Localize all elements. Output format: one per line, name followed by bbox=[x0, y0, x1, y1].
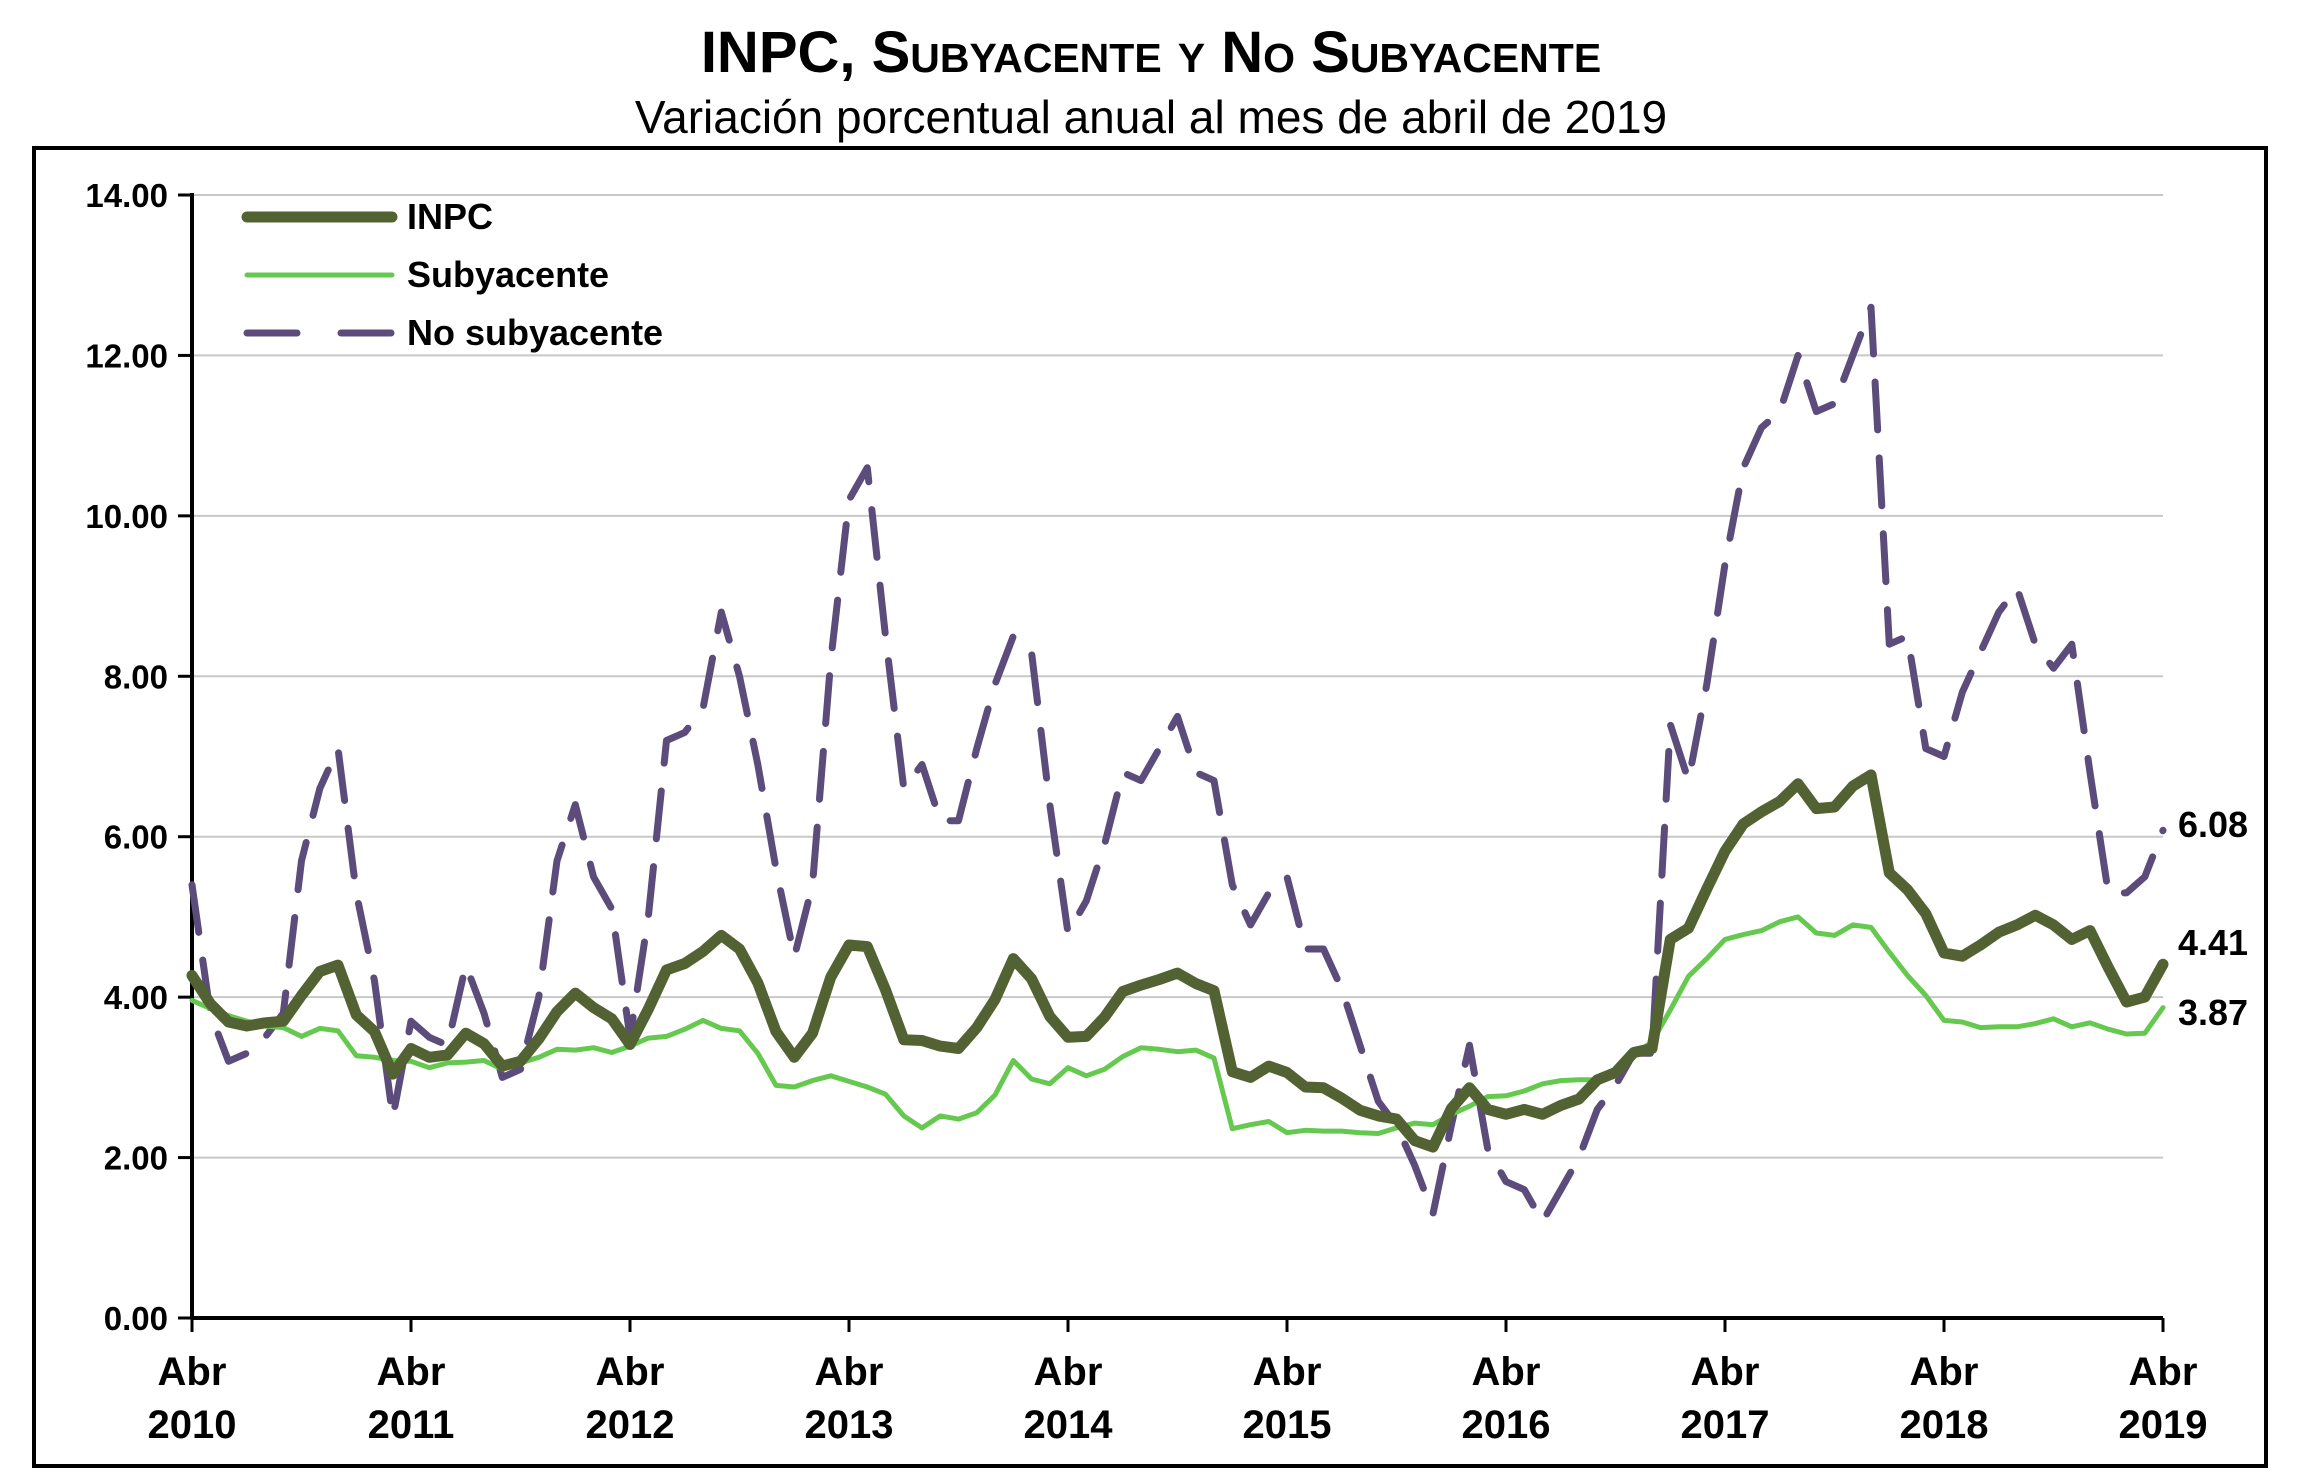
end-value-label: 6.08 bbox=[2178, 804, 2248, 845]
end-value-label: 4.41 bbox=[2178, 922, 2248, 963]
x-tick-month: Abr bbox=[377, 1350, 446, 1394]
x-tick-year: 2015 bbox=[1243, 1403, 1332, 1447]
legend-label: INPC bbox=[407, 196, 493, 237]
x-tick-month: Abr bbox=[158, 1350, 227, 1394]
end-value-label: 3.87 bbox=[2178, 992, 2248, 1033]
x-tick-year: 2016 bbox=[1462, 1403, 1551, 1447]
legend-label: Subyacente bbox=[407, 254, 609, 295]
y-tick-label: 4.00 bbox=[104, 979, 168, 1016]
x-tick-year: 2018 bbox=[1900, 1403, 1989, 1447]
series-line-inpc bbox=[186, 769, 2169, 1153]
series-lines bbox=[186, 303, 2169, 1226]
y-tick-label: 10.00 bbox=[85, 498, 168, 535]
y-tick-label: 12.00 bbox=[85, 337, 168, 374]
x-tick-month: Abr bbox=[2129, 1350, 2198, 1394]
x-tick-year: 2014 bbox=[1024, 1403, 1114, 1447]
end-labels: 4.41 3.87 6.08 bbox=[2178, 804, 2248, 1033]
chart-title: INPC, Subyacente y No Subyacente bbox=[701, 20, 1601, 85]
x-tick-month: Abr bbox=[1253, 1350, 1322, 1394]
x-tick-month: Abr bbox=[1034, 1350, 1103, 1394]
axes: 0.00 2.00 4.00 6.00 8.00 10.00 12.00 14.00 Abr 20… bbox=[85, 177, 2207, 1447]
x-tick-year: 2013 bbox=[805, 1403, 894, 1447]
x-tick-year: 2011 bbox=[368, 1403, 455, 1447]
gridlines bbox=[192, 194, 2163, 1159]
x-tick-month: Abr bbox=[596, 1350, 665, 1394]
x-tick-year: 2012 bbox=[586, 1403, 675, 1447]
y-tick-label: 0.00 bbox=[104, 1300, 168, 1337]
chart-subtitle: Variación porcentual anual al mes de abr… bbox=[635, 91, 1667, 143]
y-tick-label: 6.00 bbox=[104, 819, 168, 856]
x-tick-month: Abr bbox=[815, 1350, 884, 1394]
x-tick-year: 2019 bbox=[2119, 1403, 2208, 1447]
x-tick-month: Abr bbox=[1910, 1350, 1979, 1394]
y-tick-label: 14.00 bbox=[85, 177, 168, 214]
y-tick-label: 8.00 bbox=[104, 658, 168, 695]
x-tick-month: Abr bbox=[1691, 1350, 1760, 1394]
legend: INPC Subyacente No subyacente bbox=[241, 196, 663, 353]
chart-frame bbox=[32, 146, 2268, 1468]
x-tick-year: 2010 bbox=[148, 1403, 237, 1447]
series-line-no-subyacente bbox=[188, 303, 2167, 1226]
y-tick-label: 2.00 bbox=[104, 1140, 168, 1177]
x-tick-year: 2017 bbox=[1681, 1403, 1770, 1447]
x-tick-month: Abr bbox=[1472, 1350, 1541, 1394]
legend-label: No subyacente bbox=[407, 312, 663, 353]
